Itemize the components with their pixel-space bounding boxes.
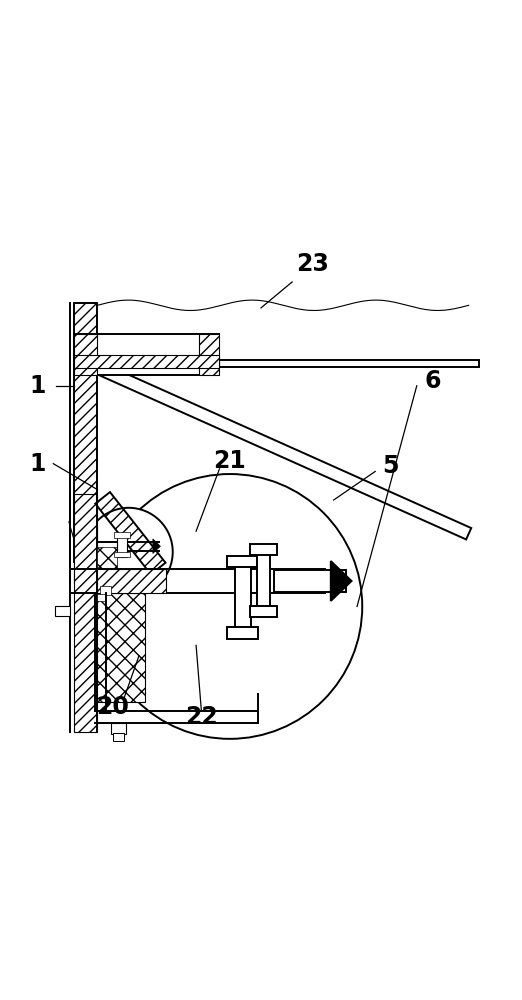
Circle shape (98, 474, 362, 739)
Bar (257, 550, 270, 606)
Bar (227, 627, 258, 639)
Bar (114, 552, 130, 557)
Bar (98, 569, 166, 593)
Text: 1: 1 (30, 452, 46, 476)
Bar (219, 360, 479, 367)
Bar (74, 525, 98, 583)
Text: 6: 6 (424, 369, 441, 393)
Bar (112, 723, 126, 734)
Bar (74, 334, 98, 375)
Bar (100, 586, 112, 595)
Text: 23: 23 (296, 252, 329, 276)
Bar (117, 535, 126, 557)
Polygon shape (95, 362, 471, 539)
Bar (74, 334, 219, 375)
Polygon shape (331, 561, 351, 601)
Polygon shape (153, 539, 160, 553)
Text: 5: 5 (383, 454, 399, 478)
Bar (250, 544, 277, 555)
Bar (98, 593, 145, 702)
Bar (74, 355, 219, 368)
Bar (250, 606, 277, 617)
Text: 21: 21 (213, 449, 246, 473)
Bar (98, 594, 105, 601)
Text: 1: 1 (30, 374, 46, 398)
Bar (227, 556, 258, 567)
Bar (98, 547, 117, 581)
Bar (235, 563, 251, 627)
Text: 20: 20 (97, 695, 129, 719)
Text: 22: 22 (185, 705, 218, 729)
Bar (74, 494, 98, 732)
Bar (199, 334, 219, 375)
Bar (74, 303, 98, 562)
Bar (274, 570, 347, 592)
Bar (55, 606, 70, 616)
Bar (113, 733, 124, 741)
Circle shape (85, 508, 173, 596)
Bar (114, 532, 130, 538)
